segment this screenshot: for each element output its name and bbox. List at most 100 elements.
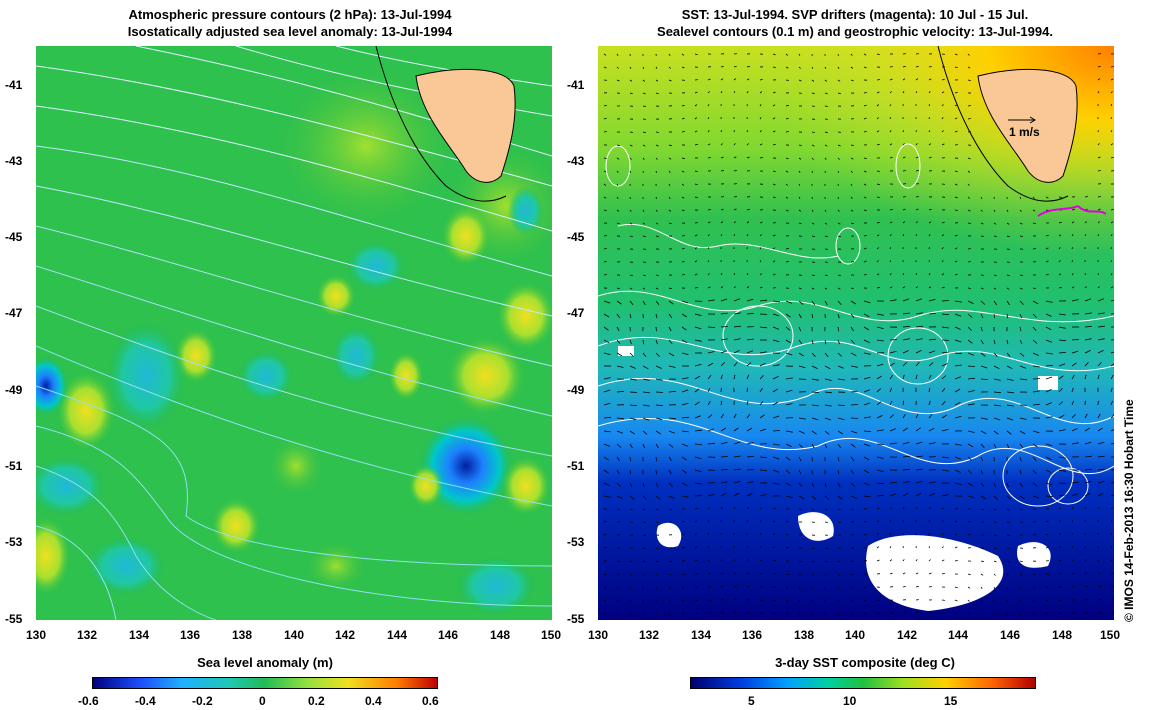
left-colorbar-label: Sea level anomaly (m) xyxy=(197,655,333,670)
velocity-arrow xyxy=(629,508,633,511)
right-x-tick: 132 xyxy=(639,628,660,642)
velocity-arrow xyxy=(772,520,776,523)
sla-colorbar-tick: -0.6 xyxy=(78,694,99,708)
velocity-arrow xyxy=(668,586,671,589)
velocity-arrow xyxy=(863,339,870,343)
velocity-arrow xyxy=(1084,455,1092,458)
velocity-arrow xyxy=(694,183,698,186)
velocity-arrow xyxy=(655,170,657,173)
velocity-arrow xyxy=(1084,468,1092,471)
velocity-arrow xyxy=(1097,65,1101,68)
velocity-arrow xyxy=(850,495,857,499)
velocity-arrow xyxy=(1110,273,1113,276)
velocity-arrow xyxy=(1071,520,1074,523)
velocity-arrow xyxy=(889,400,893,406)
velocity-arrow xyxy=(876,326,884,329)
velocity-arrow xyxy=(1097,208,1101,211)
velocity-arrow xyxy=(863,326,870,331)
velocity-arrow xyxy=(850,313,855,318)
velocity-arrow xyxy=(889,559,893,562)
velocity-arrow xyxy=(629,417,637,421)
velocity-arrow xyxy=(850,352,857,357)
velocity-arrow xyxy=(629,469,631,475)
velocity-arrow xyxy=(980,326,983,332)
velocity-arrow xyxy=(694,222,698,224)
velocity-arrow xyxy=(746,156,750,159)
velocity-arrow xyxy=(889,533,892,536)
velocity-arrow xyxy=(889,156,893,159)
velocity-arrow xyxy=(798,170,801,173)
velocity-arrow xyxy=(1019,196,1022,199)
velocity-arrow xyxy=(733,427,739,432)
velocity-arrow xyxy=(720,520,722,523)
velocity-arrow xyxy=(850,287,854,290)
velocity-arrow xyxy=(1110,104,1113,107)
velocity-arrow xyxy=(954,209,958,211)
velocity-arrow xyxy=(811,300,816,306)
velocity-arrow xyxy=(876,196,880,198)
velocity-arrow xyxy=(928,493,935,497)
velocity-arrow xyxy=(707,78,711,81)
velocity-arrow xyxy=(1071,286,1075,289)
velocity-arrow xyxy=(746,481,754,484)
velocity-arrow xyxy=(629,222,633,225)
velocity-arrow xyxy=(772,170,776,173)
velocity-arrow xyxy=(681,339,688,344)
velocity-arrow xyxy=(1045,326,1052,331)
velocity-arrow xyxy=(1058,352,1066,354)
velocity-arrow xyxy=(1045,612,1049,615)
velocity-arrow xyxy=(1058,375,1064,380)
velocity-arrow xyxy=(954,443,962,446)
velocity-arrow xyxy=(785,260,789,263)
velocity-arrow xyxy=(668,157,672,160)
velocity-arrow xyxy=(642,573,645,576)
velocity-arrow xyxy=(863,469,870,474)
velocity-arrow xyxy=(616,287,620,290)
velocity-arrow xyxy=(655,131,659,133)
velocity-arrow xyxy=(720,572,724,575)
velocity-arrow xyxy=(967,66,971,69)
velocity-arrow xyxy=(1019,274,1023,276)
velocity-arrow xyxy=(798,66,801,69)
velocity-arrow xyxy=(863,495,871,498)
velocity-arrow xyxy=(1084,350,1091,354)
velocity-arrow xyxy=(733,585,737,588)
velocity-arrow xyxy=(1045,352,1053,355)
velocity-arrow xyxy=(785,79,789,81)
velocity-arrow xyxy=(967,105,971,107)
velocity-arrow xyxy=(1071,559,1074,562)
velocity-arrow xyxy=(720,546,722,549)
velocity-arrow xyxy=(629,560,633,563)
velocity-arrow xyxy=(811,495,817,500)
velocity-arrow xyxy=(941,247,944,250)
velocity-arrow xyxy=(941,143,945,146)
velocity-arrow xyxy=(824,339,827,345)
velocity-arrow xyxy=(1032,222,1036,224)
velocity-arrow xyxy=(772,599,776,602)
velocity-arrow xyxy=(629,378,637,381)
velocity-arrow xyxy=(603,313,610,318)
velocity-arrow xyxy=(616,144,620,147)
velocity-arrow xyxy=(720,208,724,211)
velocity-arrow xyxy=(850,456,855,462)
velocity-arrow xyxy=(915,338,923,341)
velocity-arrow xyxy=(655,287,659,290)
velocity-arrow xyxy=(681,300,689,304)
velocity-arrow xyxy=(733,492,740,497)
velocity-arrow xyxy=(759,299,767,302)
velocity-arrow xyxy=(629,586,632,589)
velocity-arrow xyxy=(954,599,958,602)
velocity-arrow xyxy=(720,91,723,94)
velocity-arrow xyxy=(733,507,736,510)
velocity-arrow xyxy=(798,443,803,448)
velocity-arrow xyxy=(694,599,698,602)
velocity-arrow xyxy=(993,365,1000,370)
velocity-arrow xyxy=(863,92,867,94)
velocity-arrow xyxy=(863,443,871,447)
velocity-arrow xyxy=(629,313,632,319)
velocity-arrow xyxy=(837,404,845,406)
velocity-arrow xyxy=(668,612,671,615)
velocity-arrow xyxy=(759,400,764,406)
velocity-arrow xyxy=(850,79,854,82)
velocity-arrow xyxy=(993,521,997,523)
